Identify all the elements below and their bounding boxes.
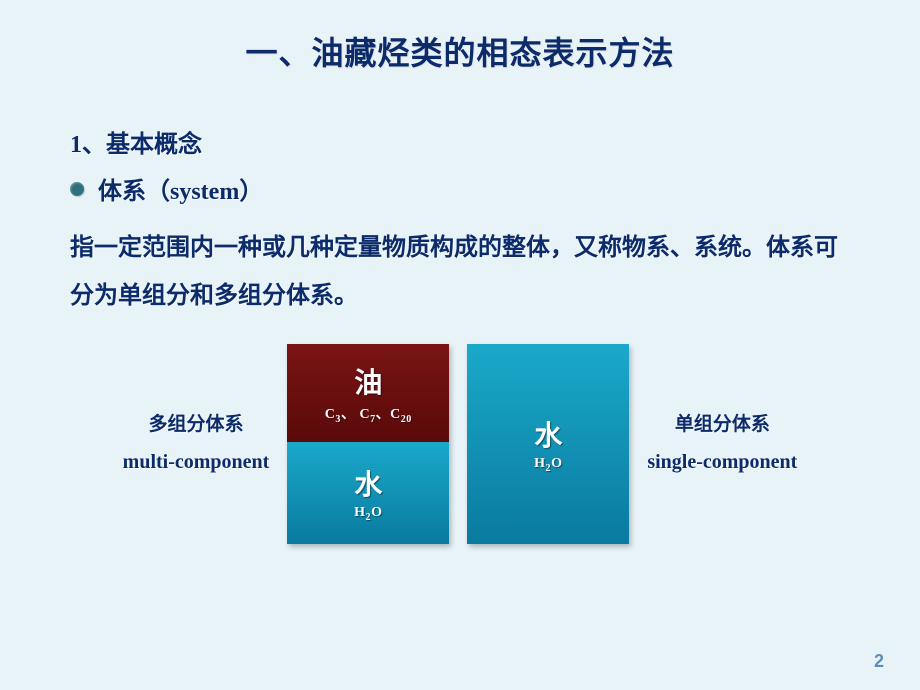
water-box-left: 水 H2O <box>287 442 449 544</box>
page-number: 2 <box>874 651 884 672</box>
system-diagram: 多组分体系 multi-component 油 C3、 C7、C20 水 H2O… <box>70 344 850 544</box>
right-caption-en: single-component <box>647 443 797 481</box>
right-caption-cn: 单组分体系 <box>647 407 797 443</box>
single-component-column: 水 H2O <box>467 344 629 544</box>
right-caption: 单组分体系 single-component <box>647 407 797 481</box>
bullet-label: 体系（system） <box>98 171 263 206</box>
water-left-title: 水 <box>354 463 382 503</box>
bullet-row: 体系（system） <box>70 171 850 206</box>
water-left-formula: H2O <box>354 505 382 523</box>
body-paragraph: 指一定范围内一种或几种定量物质构成的整体，又称物系、系统。体系可分为单组分和多组… <box>70 224 850 320</box>
bullet-icon <box>70 182 84 196</box>
left-caption: 多组分体系 multi-component <box>123 407 270 481</box>
slide: 一、油藏烃类的相态表示方法 1、基本概念 体系（system） 指一定范围内一种… <box>0 0 920 690</box>
left-caption-cn: 多组分体系 <box>123 407 270 443</box>
left-caption-en: multi-component <box>123 443 270 481</box>
water-right-title: 水 <box>534 414 562 454</box>
section-heading: 1、基本概念 <box>70 124 850 159</box>
multi-component-column: 油 C3、 C7、C20 水 H2O <box>287 344 449 544</box>
oil-title: 油 <box>354 361 382 401</box>
oil-box: 油 C3、 C7、C20 <box>287 344 449 442</box>
page-title: 一、油藏烃类的相态表示方法 <box>70 0 850 74</box>
water-box-right: 水 H2O <box>467 344 629 544</box>
oil-formula: C3、 C7、C20 <box>325 403 412 425</box>
water-right-formula: H2O <box>534 456 562 474</box>
